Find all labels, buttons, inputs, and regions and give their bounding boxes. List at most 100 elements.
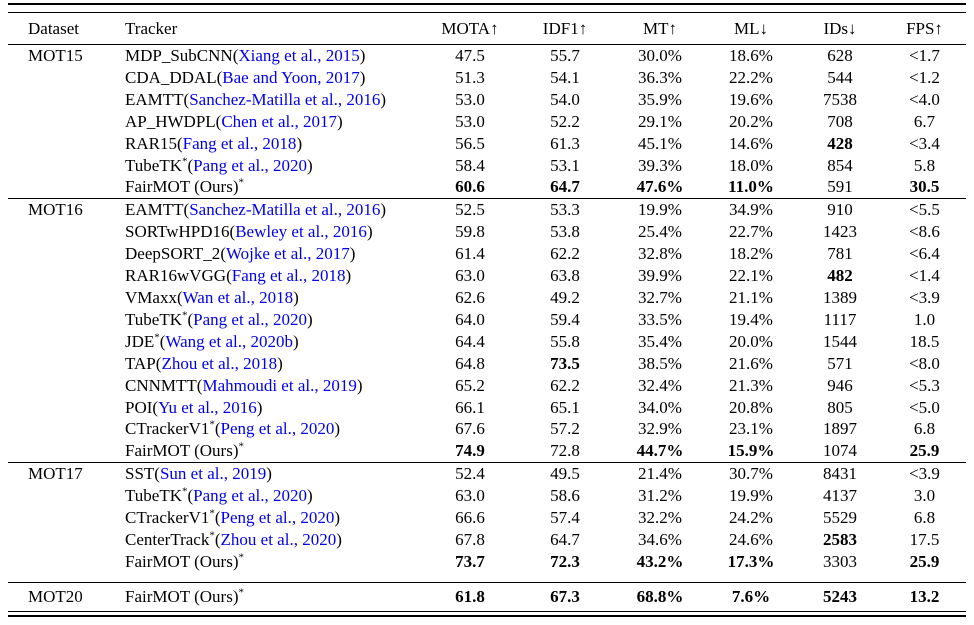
- metric-value-mt: 32.7%: [638, 287, 682, 307]
- table-row: TubeTK*(Pang et al., 2020) 58.4 53.1 39.3% 1…: [8, 155, 966, 177]
- close-paren: ): [356, 375, 363, 395]
- metric-value-fps: 13.2: [883, 581, 966, 611]
- metric-value-mt: 30.0%: [615, 43, 705, 67]
- metric-value-idf1: 62.2: [550, 375, 580, 395]
- citation-link[interactable]: Sanchez-Matilla et al., 2016: [189, 89, 381, 109]
- metric-value-mt: 32.4%: [638, 375, 682, 395]
- open-paren: (: [226, 266, 232, 286]
- section-MOT20: MOT20 FairMOT (Ours)* 61.8 67.3 68.8% 7.6% 524…: [8, 581, 966, 611]
- metric-value-fps: <5.3: [909, 375, 940, 395]
- citation-link[interactable]: Bae and Yoon, 2017: [222, 67, 360, 87]
- metric-value-ml: 22.7%: [729, 222, 773, 242]
- citation-link[interactable]: Peng et al., 2020: [220, 508, 335, 528]
- citation-link[interactable]: Chen et al., 2017: [221, 111, 338, 131]
- metric-value-ids: 1897: [823, 419, 857, 439]
- dataset-label: MOT16: [8, 198, 118, 463]
- metric-value-idf1: 52.2: [550, 111, 580, 131]
- metric-value-idf1: 53.3: [515, 198, 615, 222]
- metric-value-mt: 19.9%: [615, 198, 705, 222]
- metric-value-ids: 854: [827, 155, 853, 175]
- metric-value-fps: <3.9: [883, 462, 966, 486]
- metric-value-ids: 544: [827, 67, 853, 87]
- metric-value-fps: 17.5: [909, 529, 940, 549]
- citation-link[interactable]: Xiang et al., 2015: [238, 46, 360, 65]
- close-paren: ): [334, 419, 341, 439]
- tracker-cell: CTrackerV1*(Peng et al., 2020): [118, 507, 425, 529]
- metric-value-mota: 59.8: [455, 222, 485, 242]
- close-paren: ): [306, 155, 313, 175]
- tracker-name: VMaxx: [125, 287, 177, 307]
- metric-value-mt: 32.8%: [638, 244, 682, 264]
- table-row: CNNMTT(Mahmoudi et al., 2019) 65.2 62.2 32.…: [8, 375, 966, 397]
- tracker-name: CTrackerV1: [125, 419, 210, 439]
- metric-value-mota: 52.4: [425, 462, 515, 486]
- tracker-cell: TAP(Zhou et al., 2018): [118, 353, 425, 375]
- metric-value-mota: 58.4: [455, 155, 485, 175]
- open-paren: (: [155, 353, 162, 373]
- citation-link[interactable]: Wan et al., 2018: [182, 287, 294, 307]
- citation-link[interactable]: Zhou et al., 2020: [220, 529, 337, 549]
- metric-value-idf1: 58.6: [550, 486, 580, 506]
- open-paren: (: [187, 486, 194, 506]
- citation-link[interactable]: Fang et al., 2018: [231, 266, 346, 286]
- metric-value-fps: <8.0: [909, 353, 940, 373]
- metric-value-mota: 63.0: [455, 266, 485, 286]
- table-bottom-double-rule: [8, 610, 966, 618]
- citation-link[interactable]: Sun et al., 2019: [159, 464, 267, 484]
- citation-link[interactable]: Sanchez-Matilla et al., 2016: [189, 200, 381, 220]
- metric-value-mota: 51.3: [455, 67, 485, 87]
- metric-value-mota: 67.8: [455, 529, 485, 549]
- superscript-star-icon: *: [209, 507, 215, 520]
- tracker-cell: FairMOT (Ours)*: [118, 440, 425, 462]
- citation-link[interactable]: Zhou et al., 2018: [161, 353, 278, 373]
- superscript-star-icon: *: [238, 586, 244, 599]
- citation-link[interactable]: Mahmoudi et al., 2019: [202, 375, 357, 395]
- metric-value-idf1: 53.8: [550, 222, 580, 242]
- metric-value-ml: 20.0%: [729, 331, 773, 351]
- citation-link[interactable]: Pang et al., 2020: [193, 486, 307, 506]
- table-row: TubeTK*(Pang et al., 2020) 63.0 58.6 31.2% 1…: [8, 485, 966, 507]
- tracker-cell: RAR15(Fang et al., 2018): [118, 133, 425, 155]
- citation-link[interactable]: Bewley et al., 2016: [235, 222, 367, 242]
- metric-value-mt: 31.2%: [638, 486, 682, 506]
- metric-value-ids: 1074: [823, 441, 857, 461]
- citation-link[interactable]: Wojke et al., 2017: [225, 244, 350, 264]
- table-row: CDA_DDAL(Bae and Yoon, 2017) 51.3 54.1 36.3…: [8, 67, 966, 89]
- metric-value-mt: 47.6%: [636, 177, 684, 197]
- citation-link[interactable]: Yu et al., 2016: [158, 397, 257, 417]
- citation-link[interactable]: Pang et al., 2020: [193, 155, 307, 175]
- metric-value-fps: 6.8: [913, 508, 936, 528]
- metric-value-ml: 18.2%: [729, 244, 773, 264]
- metric-value-ids: 5243: [797, 581, 883, 611]
- citation-link[interactable]: Pang et al., 2020: [193, 309, 307, 329]
- tracker-name: FairMOT (Ours): [125, 551, 239, 571]
- close-paren: ): [296, 133, 303, 153]
- citation-link[interactable]: Fang et al., 2018: [182, 133, 297, 153]
- metric-value-fps: 5.8: [913, 155, 936, 175]
- metric-value-ids: 482: [827, 266, 853, 286]
- metric-value-fps: <1.2: [909, 67, 940, 87]
- metric-value-idf1: 49.2: [550, 287, 580, 307]
- metric-value-ml: 20.2%: [729, 111, 773, 131]
- metric-value-ids: 428: [827, 133, 853, 153]
- citation-link[interactable]: Peng et al., 2020: [220, 419, 335, 439]
- column-header-ml: ML↓: [705, 13, 797, 45]
- metric-value-ids: 1423: [823, 222, 857, 242]
- close-paren: ): [266, 464, 272, 484]
- table-row: RAR16wVGG(Fang et al., 2018) 63.0 63.8 39.9…: [8, 265, 966, 287]
- tracker-cell: SORTwHPD16(Bewley et al., 2016): [118, 221, 425, 243]
- tracker-name: DeepSORT_2: [125, 244, 221, 264]
- metric-value-ids: 7538: [823, 89, 857, 109]
- metric-value-ml: 22.1%: [729, 266, 773, 286]
- tracker-name: EAMTT: [125, 200, 184, 220]
- table-top-double-rule: [8, 3, 966, 13]
- open-paren: (: [152, 397, 159, 417]
- citation-link[interactable]: Wang et al., 2020b: [165, 331, 293, 351]
- close-paren: ): [306, 309, 313, 329]
- tracker-cell: FairMOT (Ours)*: [118, 581, 425, 611]
- tracker-cell: MDP_SubCNN(Xiang et al., 2015): [118, 43, 425, 67]
- metric-value-ml: 24.6%: [729, 529, 773, 549]
- tracker-name: CenterTrack: [125, 529, 210, 549]
- metric-value-mota: 47.5: [425, 43, 515, 67]
- metric-value-mota: 65.2: [455, 375, 485, 395]
